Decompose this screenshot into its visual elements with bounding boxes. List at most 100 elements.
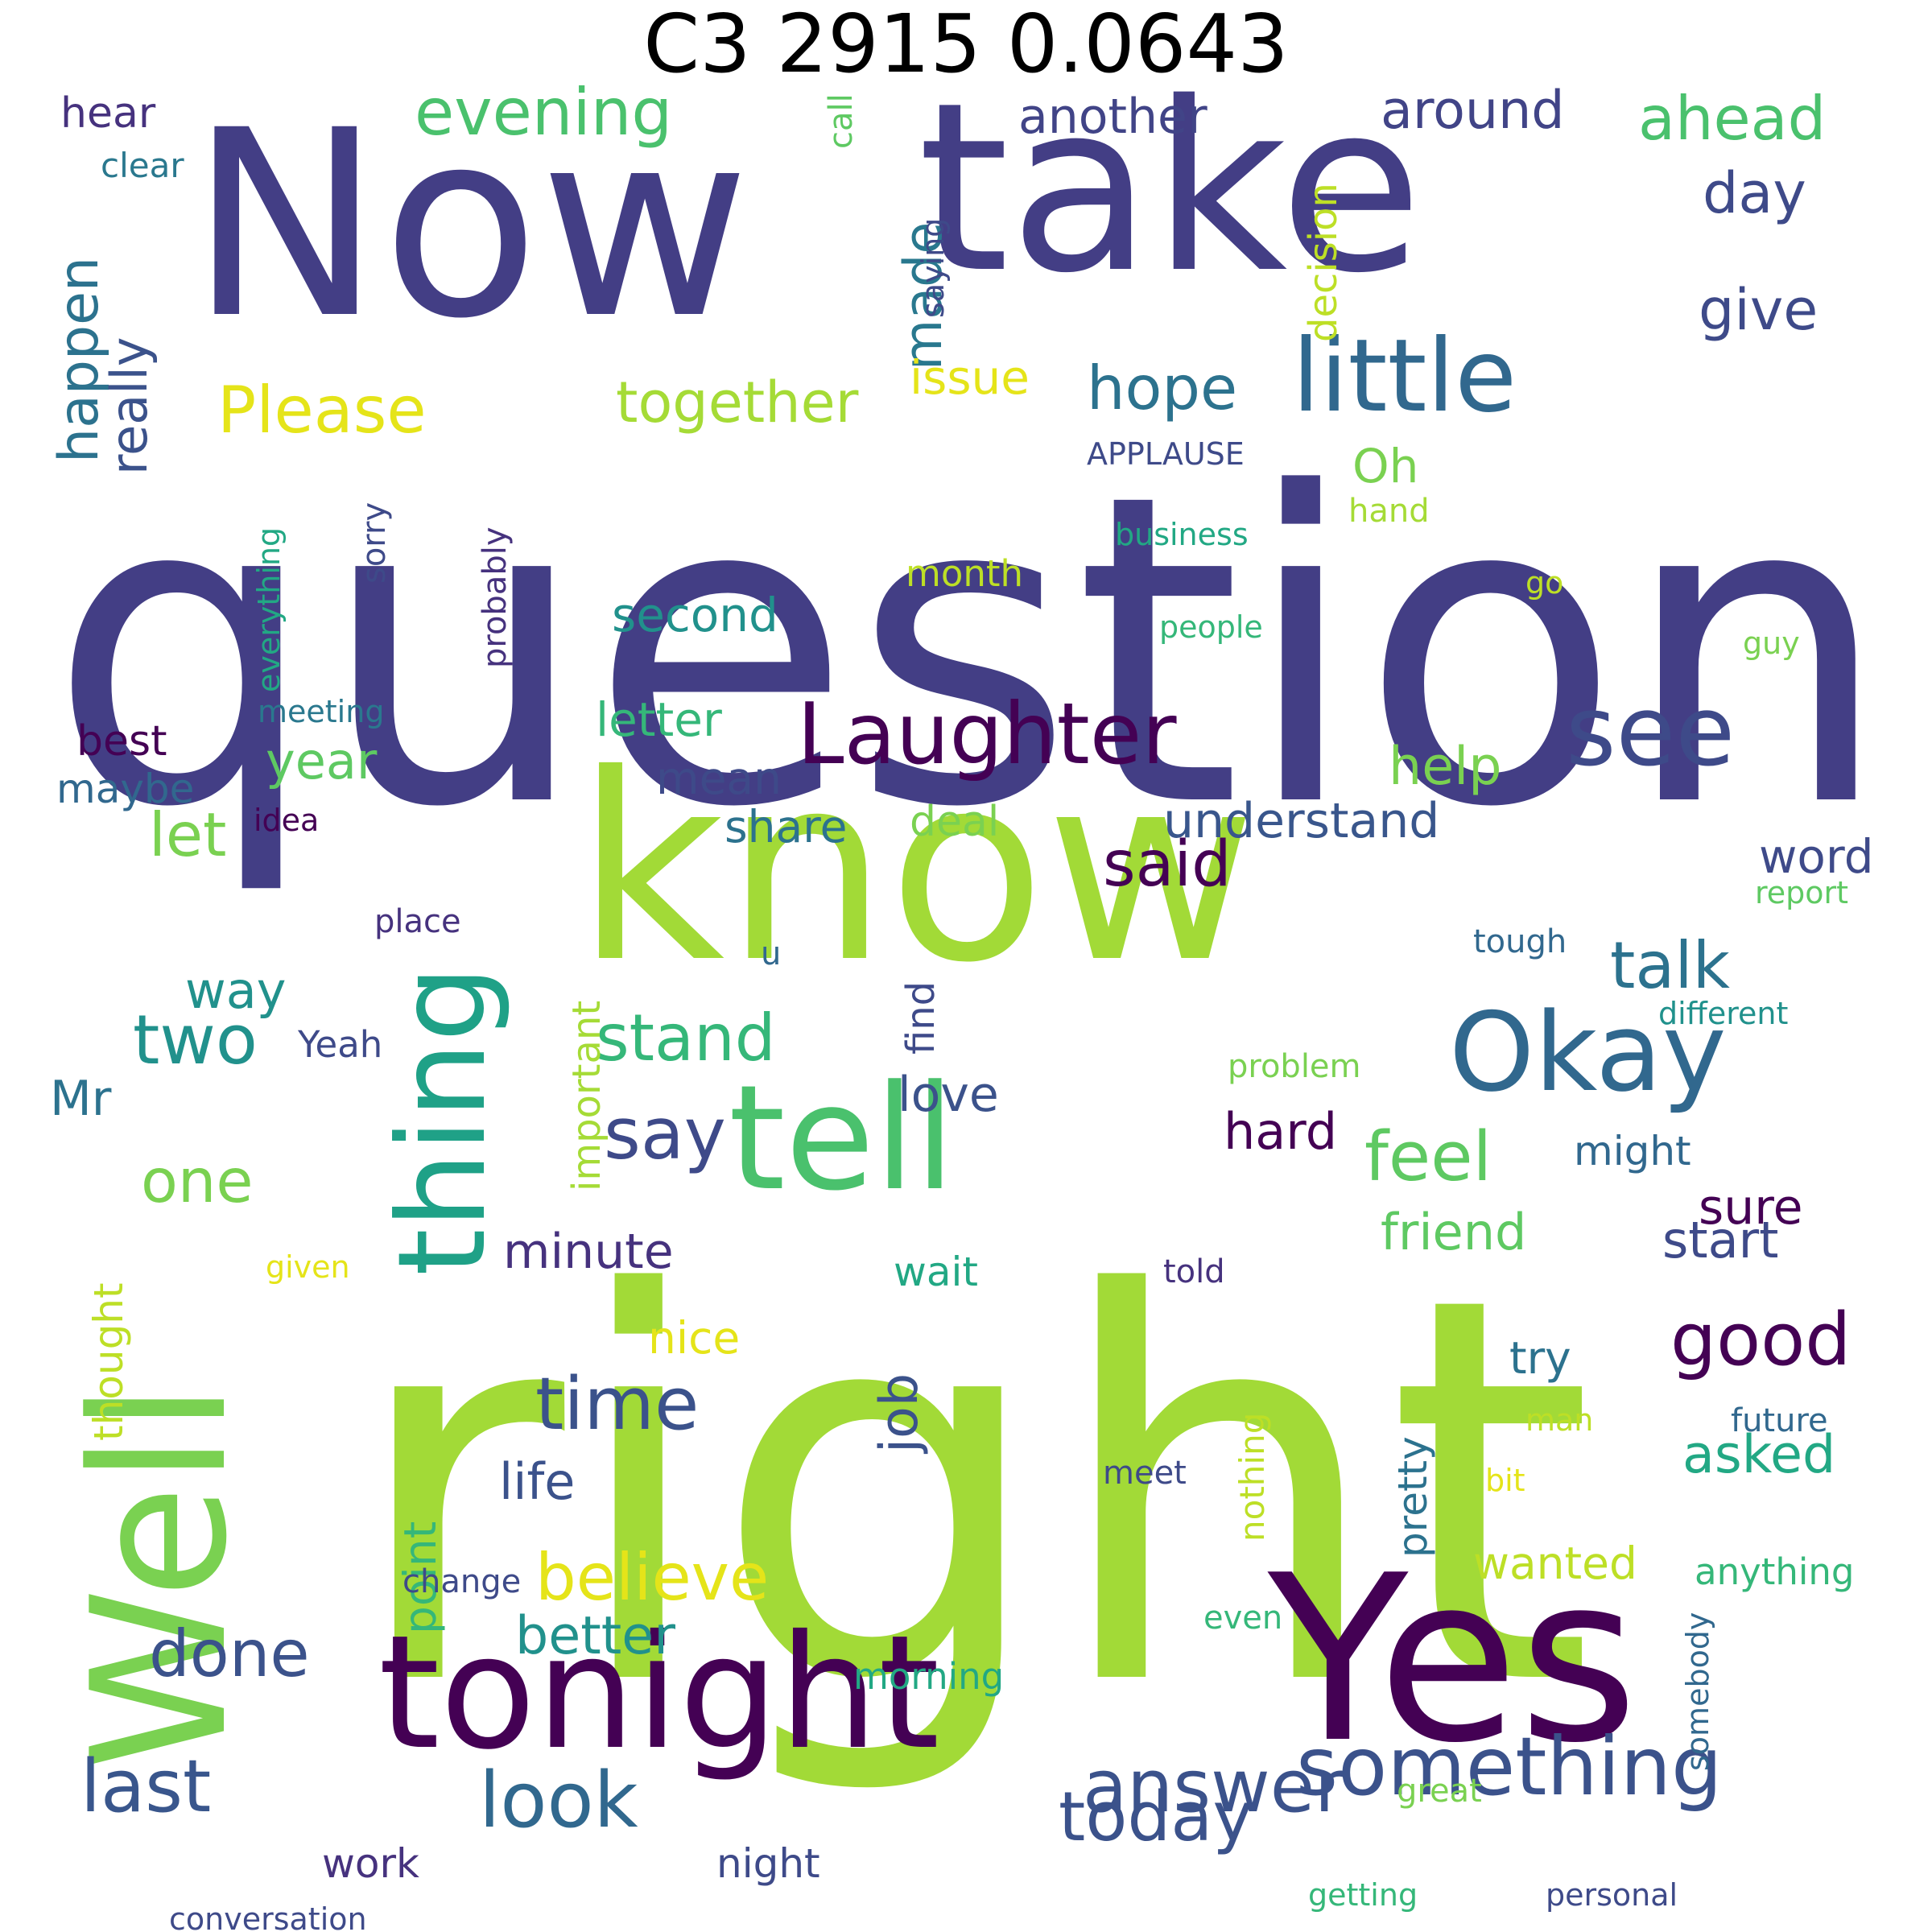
word-pretty: pretty [1389, 1436, 1436, 1558]
word-understand: understand [1163, 793, 1440, 849]
word-tough: tough [1473, 923, 1567, 960]
word-try: try [1509, 1332, 1571, 1384]
word-today: today [1059, 1777, 1253, 1857]
word-report: report [1755, 875, 1849, 910]
word-somebody: somebody [1680, 1612, 1715, 1771]
word-together: together [616, 369, 859, 436]
word-look: look [479, 1757, 638, 1845]
word-really: really [100, 336, 159, 475]
word-personal: personal [1546, 1877, 1678, 1913]
word-problem: problem [1228, 1048, 1361, 1085]
word-happen: happen [47, 256, 111, 463]
word-meet: meet [1103, 1455, 1187, 1492]
word-okay: Okay [1449, 989, 1727, 1116]
word-take: take [918, 53, 1423, 324]
word-yes: Yes [1268, 1526, 1639, 1794]
word-change: change [402, 1563, 522, 1600]
word-love: love [898, 1067, 999, 1123]
word-deal: deal [910, 798, 1000, 846]
word-mr: Mr [50, 1071, 112, 1127]
word-idea: idea [254, 803, 320, 838]
word-minute: minute [503, 1224, 674, 1280]
word-life: life [499, 1452, 576, 1511]
word-thought: thought [85, 1282, 132, 1441]
word-hear: hear [60, 89, 156, 138]
word-even: even [1203, 1600, 1283, 1637]
word-something: something [1296, 1719, 1723, 1814]
word-last: last [80, 1744, 212, 1829]
word-better: better [515, 1606, 675, 1666]
word-friend: friend [1381, 1203, 1527, 1261]
page-title: C3 2915 0.0643 [643, 0, 1289, 91]
word-see: see [1566, 676, 1736, 788]
word-probably: probably [477, 526, 514, 668]
word-share: share [724, 801, 848, 852]
word-nothing: nothing [1232, 1412, 1272, 1542]
word-please: Please [217, 373, 427, 448]
word-talk: talk [1610, 928, 1730, 1003]
word-place: place [374, 903, 461, 940]
word-time: time [535, 1362, 700, 1447]
word-sorry: sorry [356, 502, 393, 584]
word-one: one [141, 1146, 254, 1216]
word-getting: getting [1308, 1877, 1418, 1913]
word-let: let [149, 799, 227, 870]
word-decision: decision [1301, 183, 1346, 342]
word-start: start [1662, 1211, 1779, 1269]
word-morning: morning [853, 1655, 1005, 1698]
word-anything: anything [1695, 1550, 1855, 1593]
word-stand: stand [596, 1001, 776, 1075]
word-saying: saying [915, 217, 951, 318]
word-call: call [823, 93, 860, 149]
word-business: business [1115, 517, 1249, 552]
word-sure: sure [1699, 1179, 1803, 1236]
word-evening: evening [415, 75, 673, 150]
word-right: right [346, 1183, 1595, 1802]
word-another: another [1018, 89, 1208, 145]
word-done: done [149, 1616, 310, 1691]
word-second: second [612, 588, 778, 642]
word-great: great [1397, 1773, 1482, 1810]
word-hope: hope [1087, 353, 1238, 423]
word-important: important [564, 1000, 609, 1191]
word-hand: hand [1348, 493, 1430, 530]
word-nice: nice [648, 1312, 741, 1364]
word-clear: clear [101, 146, 184, 185]
word-applause: APPLAUSE [1087, 436, 1245, 472]
word-bit: bit [1485, 1463, 1525, 1498]
word-man: man [1525, 1402, 1594, 1438]
word-letter: letter [596, 692, 722, 747]
word-laughter: Laughter [797, 685, 1177, 783]
word-tell: tell [729, 1055, 956, 1223]
word-might: might [1574, 1128, 1691, 1174]
word-everything: everything [251, 526, 287, 692]
word-good: good [1670, 1298, 1852, 1382]
word-yeah: Yeah [298, 1023, 383, 1066]
word-mean: mean [656, 753, 782, 804]
word-work: work [322, 1840, 419, 1887]
word-go: go [1525, 565, 1564, 601]
word-word: word [1759, 829, 1874, 884]
word-night: night [716, 1840, 820, 1887]
word-give: give [1699, 277, 1818, 343]
word-ahead: ahead [1638, 83, 1827, 154]
word-two: two [133, 1001, 258, 1080]
word-month: month [906, 552, 1024, 595]
word-feel: feel [1364, 1117, 1492, 1197]
word-day: day [1703, 160, 1806, 226]
word-guy: guy [1743, 625, 1800, 661]
word-know: know [576, 720, 1257, 1019]
word-maybe: maybe [56, 766, 195, 812]
word-answer: answer [1083, 1744, 1345, 1829]
word-believe: believe [535, 1540, 770, 1615]
word-thing: thing [373, 965, 513, 1276]
word-different: different [1658, 996, 1789, 1031]
word-given: given [266, 1249, 350, 1285]
word-little: little [1292, 318, 1517, 435]
word-conversation: conversation [169, 1901, 367, 1932]
word-hard: hard [1224, 1102, 1338, 1161]
word-wait: wait [894, 1249, 979, 1295]
word-way: way [185, 961, 287, 1020]
